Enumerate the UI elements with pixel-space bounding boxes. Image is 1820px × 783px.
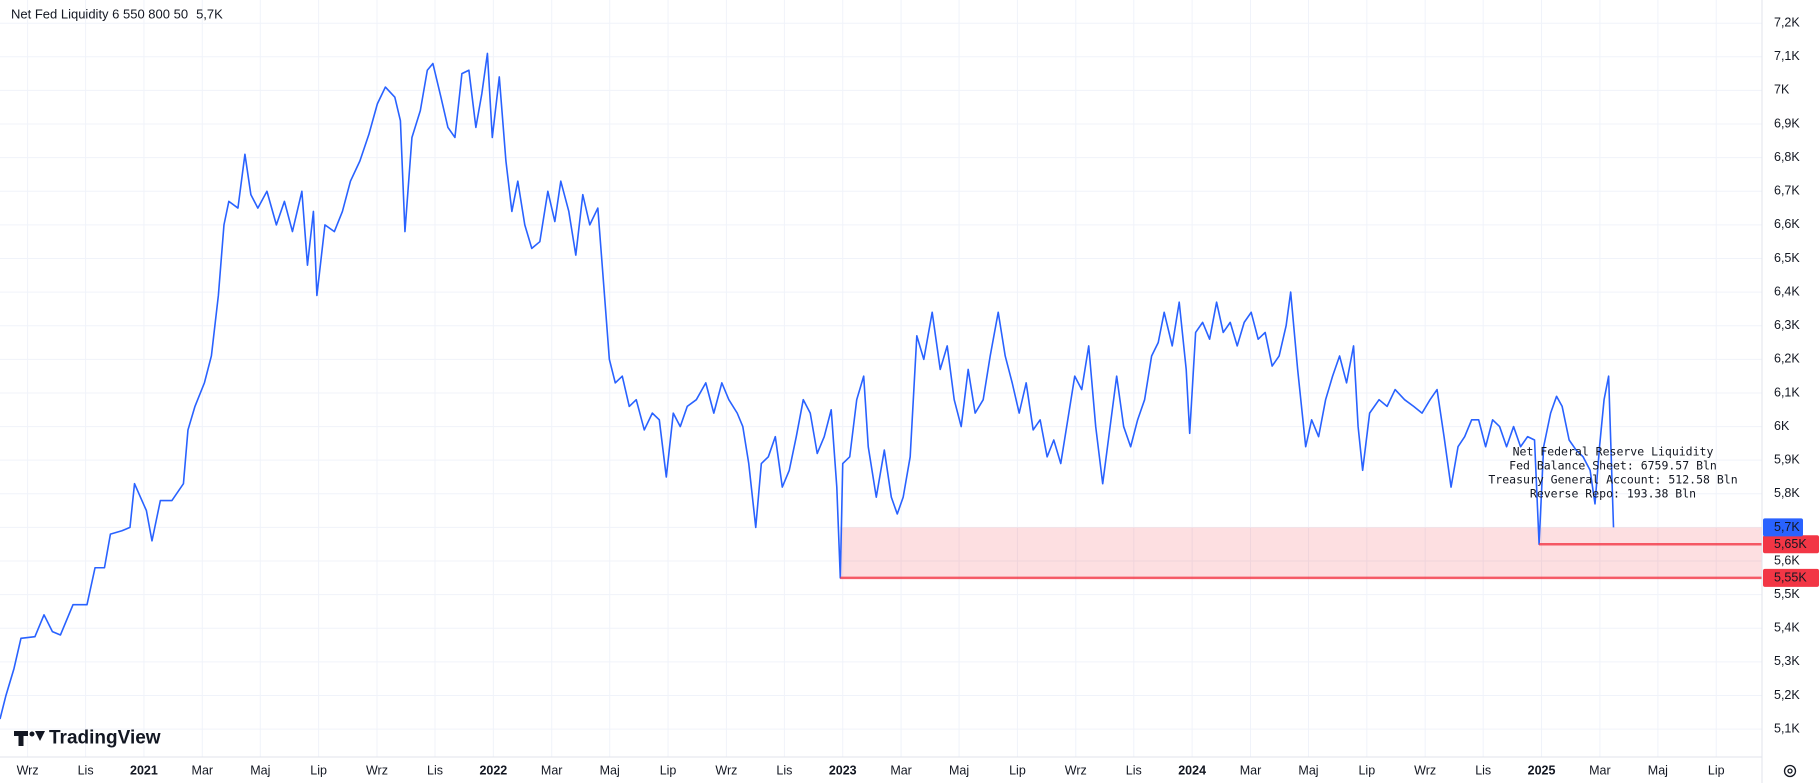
y-tick-label: 6,4K <box>1774 284 1800 298</box>
x-tick-label: Mar <box>1589 763 1611 777</box>
y-tick-label: 5,1K <box>1774 721 1800 735</box>
y-tick-label: 6,1K <box>1774 385 1800 399</box>
y-tick-label: 5,8K <box>1774 486 1800 500</box>
level-label: 5,55K <box>1774 571 1807 585</box>
legend-series-value: 5,7K <box>196 6 223 21</box>
legend-series-name: Net Fed Liquidity 6 550 800 50 <box>11 6 188 21</box>
x-tick-label: Wrz <box>366 763 388 777</box>
level-badge <box>1763 535 1819 554</box>
x-tick-label: Wrz <box>17 763 39 777</box>
x-tick-label: 2021 <box>130 763 158 777</box>
x-tick-label: Lis <box>427 763 443 777</box>
x-tick-label: Mar <box>890 763 912 777</box>
settings-icon[interactable] <box>1783 764 1797 778</box>
x-tick-label: 2024 <box>1178 763 1206 777</box>
x-tick-label: Mar <box>541 763 563 777</box>
x-tick-label: Maj <box>600 763 620 777</box>
logo: TradingView <box>14 728 161 749</box>
x-tick-label: 2022 <box>479 763 507 777</box>
x-tick-label: Maj <box>1298 763 1318 777</box>
level-label: 5,65K <box>1774 537 1807 551</box>
y-tick-label: 6,6K <box>1774 217 1800 231</box>
x-tick-label: Maj <box>250 763 270 777</box>
level-badge <box>1763 568 1819 587</box>
x-tick-label: Wrz <box>1065 763 1087 777</box>
x-tick-label: Lip <box>310 763 327 777</box>
annotation-line: Net Federal Reserve Liquidity <box>1513 445 1714 459</box>
x-tick-label: Lis <box>1475 763 1491 777</box>
y-tick-label: 6,2K <box>1774 352 1800 366</box>
x-tick-label: Maj <box>949 763 969 777</box>
annotation-line: Fed Balance Sheet: 6759.57 Bln <box>1509 459 1717 473</box>
x-tick-label: Lip <box>1708 763 1725 777</box>
x-tick-label: Lip <box>1009 763 1026 777</box>
y-tick-label: 6,9K <box>1774 116 1800 130</box>
annotation-line: Treasury General Account: 512.58 Bln <box>1488 473 1737 487</box>
y-tick-label: 5,5K <box>1774 587 1800 601</box>
x-tick-label: 2023 <box>829 763 857 777</box>
last-value-label: 5,7K <box>1774 520 1800 534</box>
y-tick-label: 5,4K <box>1774 621 1800 635</box>
y-tick-label: 7,2K <box>1774 15 1800 29</box>
x-tick-label: Lip <box>660 763 677 777</box>
x-tick-label: Wrz <box>715 763 737 777</box>
watermark: TradingView <box>49 728 161 749</box>
y-tick-label: 6K <box>1774 419 1790 433</box>
y-tick-label: 5,2K <box>1774 688 1800 702</box>
x-tick-label: 2025 <box>1528 763 1556 777</box>
x-tick-label: Maj <box>1648 763 1668 777</box>
zone <box>840 527 1762 578</box>
last-value-badge <box>1763 518 1803 537</box>
x-tick-label: Mar <box>192 763 214 777</box>
x-tick-label: Wrz <box>1414 763 1436 777</box>
y-tick-label: 6,8K <box>1774 150 1800 164</box>
x-tick-label: Mar <box>1240 763 1262 777</box>
y-tick-label: 7,1K <box>1774 49 1800 63</box>
x-tick-label: Lip <box>1358 763 1375 777</box>
y-tick-label: 7K <box>1774 83 1790 97</box>
y-tick-label: 5,6K <box>1774 553 1800 567</box>
x-tick-label: Lis <box>78 763 94 777</box>
grid <box>0 0 1762 757</box>
y-tick-label: 6,7K <box>1774 184 1800 198</box>
y-tick-label: 5,3K <box>1774 654 1800 668</box>
annotation-line: Reverse Repo: 193.38 Bln <box>1530 487 1696 501</box>
series-line <box>0 52 1615 720</box>
x-tick-label: Lis <box>1126 763 1142 777</box>
y-tick-label: 6,3K <box>1774 318 1800 332</box>
axes: 5,1K 5,2K 5,3K 5,4K 5,5K 5,6K 5,7K 5,8K 5,9K 6K 6,… <box>17 15 1819 777</box>
x-tick-label: Lis <box>776 763 792 777</box>
y-tick-label: 6,5K <box>1774 251 1800 265</box>
y-tick-label: 5,9K <box>1774 452 1800 466</box>
